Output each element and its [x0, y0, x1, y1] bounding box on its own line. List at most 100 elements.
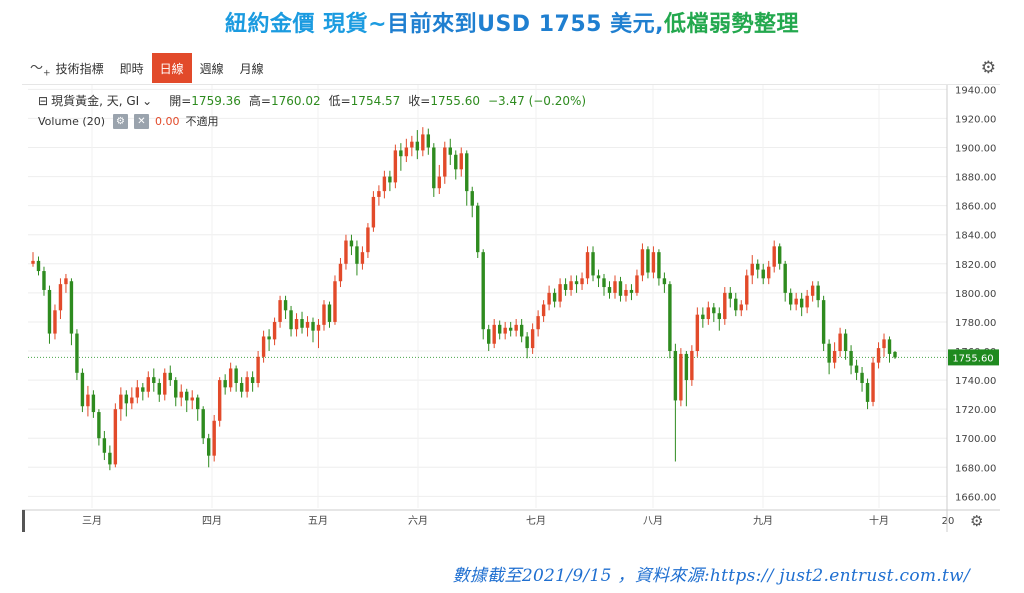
candle-body [821, 300, 826, 344]
x-tick-label: 20 [942, 516, 955, 527]
candle-body [58, 284, 63, 311]
x-tick-label: 三月 [82, 515, 102, 527]
candle-body [832, 351, 837, 363]
headline-part1: 紐約金價 現貨~ [225, 12, 388, 37]
weekly-tab[interactable]: 週線 [199, 61, 224, 76]
y-tick-label: 1940.00 [955, 85, 996, 96]
candle-body [530, 329, 535, 349]
candle-body [580, 278, 584, 285]
last-price-tag [948, 349, 999, 366]
candle-body [651, 252, 656, 273]
candle-body [838, 333, 842, 352]
candle-body [843, 333, 848, 352]
candle-body [772, 246, 776, 267]
candle-body [152, 377, 156, 383]
axis-settings-icon[interactable]: ⚙ [970, 512, 984, 530]
candle-body [613, 281, 617, 293]
candle-body [86, 394, 90, 407]
candle-body [618, 281, 623, 296]
candle-body [234, 368, 238, 383]
headline-part3: 低檔弱勢整理 [663, 12, 799, 37]
candle-body [646, 249, 650, 273]
chevron-down-icon[interactable]: ⌄ [142, 93, 153, 108]
candle-body [514, 324, 518, 331]
candle-body [42, 271, 46, 290]
candle-body [250, 377, 255, 383]
candle-body [788, 292, 793, 305]
candle-body [64, 278, 68, 285]
close-icon[interactable]: ✕ [134, 113, 149, 129]
candle-body [168, 372, 172, 381]
candle-body [360, 252, 365, 264]
candle-body [723, 292, 727, 320]
candle-body [459, 153, 463, 170]
candle-body [75, 333, 79, 373]
candle-body [245, 377, 249, 392]
candle-body [267, 336, 271, 340]
candle-body [163, 372, 167, 395]
candle-body [371, 196, 376, 228]
candle-body [157, 382, 161, 395]
indicators-button[interactable]: 〜+ 技術指標 [22, 53, 112, 83]
y-tick-label: 1800.00 [955, 289, 996, 300]
candle-body [415, 141, 420, 151]
candle-body [492, 324, 496, 344]
candle-body [196, 397, 200, 410]
candle-body [734, 298, 738, 311]
x-tick-label: 九月 [753, 515, 773, 527]
gear-small-icon[interactable]: ⚙ [113, 113, 128, 129]
volume-value: 0.00 [155, 114, 180, 128]
chart-collapse-icon[interactable]: ⊟ [38, 93, 49, 108]
candle-body [102, 438, 107, 453]
candle-body [887, 339, 892, 354]
symbol-label[interactable]: 現貨黃金, 天, GI [51, 94, 140, 108]
candle-body [657, 252, 661, 279]
candle-body [113, 409, 118, 465]
candle-body [684, 353, 689, 381]
monthly-tab[interactable]: 月線 [239, 61, 264, 76]
candle-body [536, 316, 540, 330]
candle-body [519, 324, 524, 337]
candle-body [585, 252, 590, 279]
candle-body [487, 329, 491, 344]
candle-body [454, 154, 458, 170]
y-tick-label: 1720.00 [955, 405, 996, 416]
candle-body [349, 240, 354, 247]
low-label: 低= [328, 94, 351, 108]
candle-body [212, 420, 216, 456]
candle-body [860, 372, 864, 383]
candle-body [503, 327, 507, 334]
indicators-icon: 〜+ [30, 61, 51, 79]
candle-body [393, 150, 398, 183]
candle-body [206, 438, 211, 456]
candle-body [695, 314, 700, 352]
candle-body [706, 307, 711, 320]
candle-body [602, 278, 606, 288]
gear-icon[interactable]: ⚙ [980, 58, 996, 78]
candle-body [465, 153, 469, 192]
candle-body [629, 289, 634, 293]
chart-area[interactable] [22, 84, 1000, 533]
candle-body [805, 295, 809, 308]
candle-body [470, 191, 474, 206]
open-label: 開= [169, 94, 192, 108]
x-tick-label: 八月 [643, 515, 663, 527]
candle-body [810, 285, 815, 296]
candle-body [190, 397, 194, 401]
candle-body [607, 287, 612, 293]
candle-body [799, 298, 804, 308]
y-tick-label: 1820.00 [955, 260, 996, 271]
candle-body [261, 336, 266, 357]
candle-body [816, 285, 820, 301]
candle-body [256, 356, 260, 383]
candle-body [476, 205, 480, 253]
candle-body [761, 269, 765, 279]
realtime-tab[interactable]: 即時 [119, 61, 144, 76]
candle-body [673, 351, 678, 401]
scroll-handle[interactable] [22, 510, 25, 532]
candle-body [316, 324, 321, 331]
candle-body [541, 304, 546, 317]
daily-tab[interactable]: 日線 [151, 53, 192, 83]
candle-body [311, 321, 315, 331]
